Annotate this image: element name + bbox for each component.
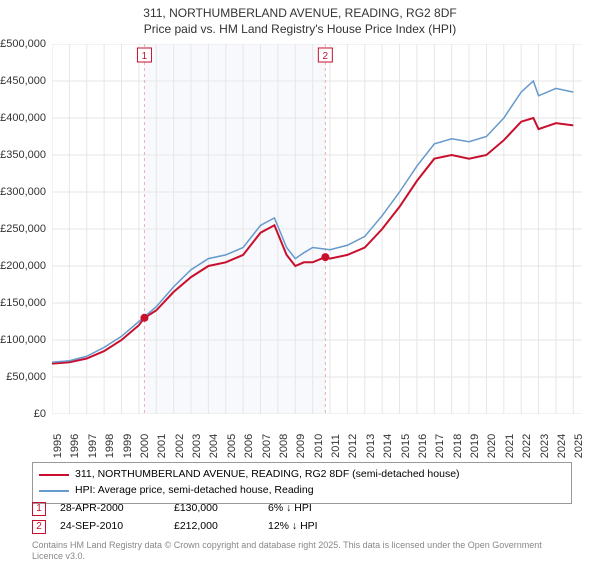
chart-svg: 12 [52, 44, 582, 414]
y-tick-label: £450,000 [0, 75, 46, 87]
y-tick-label: £250,000 [0, 223, 46, 235]
title-line-1: 311, NORTHUMBERLAND AVENUE, READING, RG2… [0, 6, 600, 22]
y-tick-label: £150,000 [0, 297, 46, 309]
y-tick-label: £350,000 [0, 149, 46, 161]
x-tick-label: 2006 [243, 434, 255, 458]
x-tick-label: 2003 [191, 434, 203, 458]
x-tick-label: 2020 [486, 434, 498, 458]
marker-number-icon: 1 [32, 502, 46, 516]
x-tick-label: 2002 [174, 434, 186, 458]
y-tick-label: £0 [34, 408, 46, 420]
x-tick-label: 2024 [556, 434, 568, 458]
legend-label: HPI: Average price, semi-detached house,… [75, 483, 314, 499]
legend-label: 311, NORTHUMBERLAND AVENUE, READING, RG2… [75, 467, 460, 483]
marker-price: £130,000 [174, 500, 254, 518]
legend-item: 311, NORTHUMBERLAND AVENUE, READING, RG2… [39, 467, 565, 483]
chart-title: 311, NORTHUMBERLAND AVENUE, READING, RG2… [0, 0, 600, 37]
legend: 311, NORTHUMBERLAND AVENUE, READING, RG2… [32, 462, 572, 504]
marker-date: 24-SEP-2010 [60, 518, 160, 536]
title-line-2: Price paid vs. HM Land Registry's House … [0, 22, 600, 38]
x-tick-label: 2011 [330, 434, 342, 458]
x-tick-label: 2017 [434, 434, 446, 458]
x-tick-label: 1996 [69, 434, 81, 458]
marker-row: 2 24-SEP-2010 £212,000 12% ↓ HPI [32, 518, 572, 536]
x-tick-label: 2022 [521, 434, 533, 458]
x-tick-label: 1999 [122, 434, 134, 458]
x-tick-label: 2010 [313, 434, 325, 458]
chart-container: 311, NORTHUMBERLAND AVENUE, READING, RG2… [0, 0, 600, 560]
y-tick-label: £500,000 [0, 38, 46, 50]
marker-table: 1 28-APR-2000 £130,000 6% ↓ HPI 2 24-SEP-2010… [32, 500, 572, 536]
x-tick-label: 2019 [469, 434, 481, 458]
y-tick-label: £400,000 [0, 112, 46, 124]
x-tick-label: 2013 [365, 434, 377, 458]
x-tick-label: 2016 [417, 434, 429, 458]
marker-delta: 12% ↓ HPI [268, 518, 348, 536]
y-tick-label: £50,000 [6, 371, 46, 383]
plot-area: 12 [52, 44, 582, 414]
x-tick-label: 2007 [261, 434, 273, 458]
svg-text:2: 2 [323, 51, 329, 62]
x-tick-label: 2014 [382, 434, 394, 458]
x-tick-label: 2025 [573, 434, 585, 458]
marker-number-icon: 2 [32, 520, 46, 534]
x-tick-label: 1997 [87, 434, 99, 458]
y-tick-label: £100,000 [0, 334, 46, 346]
x-tick-label: 2018 [452, 434, 464, 458]
x-axis: 1995 1996 1997 1998 1999 2000 2001 2002 2003 2004… [52, 418, 582, 458]
x-tick-label: 2008 [278, 434, 290, 458]
x-tick-label: 2005 [226, 434, 238, 458]
x-tick-label: 2004 [208, 434, 220, 458]
marker-row: 1 28-APR-2000 £130,000 6% ↓ HPI [32, 500, 572, 518]
y-tick-label: £200,000 [0, 260, 46, 272]
legend-item: HPI: Average price, semi-detached house,… [39, 483, 565, 499]
x-tick-label: 2012 [347, 434, 359, 458]
x-tick-label: 1995 [52, 434, 64, 458]
legend-swatch [39, 474, 69, 476]
x-tick-label: 2009 [295, 434, 307, 458]
svg-text:1: 1 [142, 51, 148, 62]
legend-swatch [39, 490, 69, 492]
x-tick-label: 2021 [504, 434, 516, 458]
y-axis: £0£50,000£100,000£150,000£200,000£250,00… [0, 44, 50, 414]
y-tick-label: £300,000 [0, 186, 46, 198]
marker-date: 28-APR-2000 [60, 500, 160, 518]
copyright-text: Contains HM Land Registry data © Crown c… [32, 540, 572, 562]
x-tick-label: 2001 [156, 434, 168, 458]
x-tick-label: 2023 [539, 434, 551, 458]
x-tick-label: 1998 [104, 434, 116, 458]
x-tick-label: 2000 [139, 434, 151, 458]
x-tick-label: 2015 [400, 434, 412, 458]
marker-price: £212,000 [174, 518, 254, 536]
marker-delta: 6% ↓ HPI [268, 500, 348, 518]
